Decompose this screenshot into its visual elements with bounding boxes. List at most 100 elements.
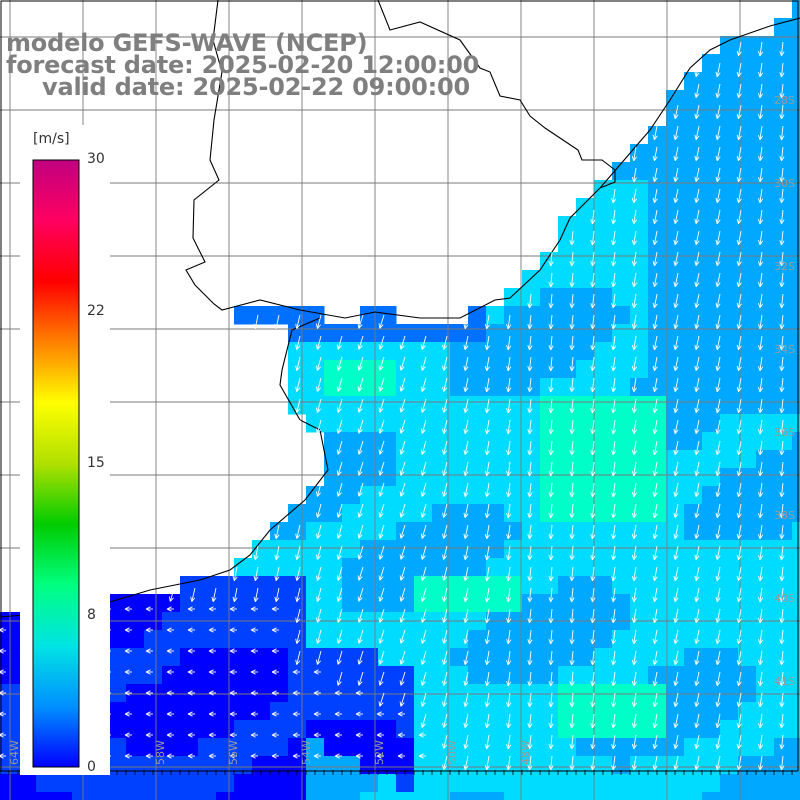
wind-cell — [90, 792, 109, 800]
wind-arrow — [652, 272, 658, 288]
wind-cell — [378, 738, 397, 757]
wind-cell — [306, 792, 325, 800]
wind-cell — [468, 432, 487, 451]
wind-cell — [468, 342, 487, 361]
wind-cell — [612, 468, 631, 487]
wind-cell — [648, 666, 667, 685]
wind-cell — [648, 342, 667, 361]
wind-cell — [234, 648, 253, 667]
wind-cell — [504, 558, 523, 577]
wind-cell — [756, 432, 775, 451]
wind-cell — [486, 720, 505, 739]
wind-cell — [702, 126, 721, 145]
wind-cell — [738, 486, 757, 505]
wind-arrow — [590, 251, 596, 267]
wind-cell — [180, 702, 199, 721]
wind-arrow — [736, 209, 742, 225]
wind-cell — [576, 342, 595, 361]
wind-cell — [576, 540, 595, 559]
wind-cell — [576, 666, 595, 685]
wind-cell — [738, 144, 757, 163]
wind-cell — [666, 216, 685, 235]
wind-cell — [360, 342, 379, 361]
wind-arrow — [631, 251, 637, 267]
wind-cell — [468, 738, 487, 757]
wind-cell — [612, 558, 631, 577]
wind-arrow — [569, 314, 575, 330]
wind-cell — [594, 450, 613, 469]
wind-cell — [414, 792, 433, 800]
colorbar-scale — [32, 159, 80, 768]
wind-cell — [108, 684, 127, 703]
wind-arrow — [590, 209, 596, 225]
wind-cell — [792, 684, 800, 703]
wind-cell — [720, 54, 739, 73]
wind-cell — [18, 774, 37, 793]
wind-cell — [396, 666, 415, 685]
wind-cell — [774, 198, 793, 217]
wind-cell — [162, 702, 181, 721]
wind-cell — [648, 414, 667, 433]
wind-cell — [774, 378, 793, 397]
wind-cell — [738, 180, 757, 199]
wind-cell — [324, 576, 343, 595]
wind-cell — [414, 522, 433, 541]
wind-cell — [342, 720, 361, 739]
wind-arrow — [694, 293, 700, 308]
wind-cell — [252, 738, 271, 757]
wind-cell — [594, 342, 613, 361]
wind-cell — [216, 684, 235, 703]
wind-cell — [360, 684, 379, 703]
wind-cell — [594, 576, 613, 595]
wind-cell — [108, 630, 127, 649]
wind-cell — [648, 738, 667, 757]
wind-cell — [720, 234, 739, 253]
wind-cell — [378, 702, 397, 721]
wind-cell — [18, 792, 37, 800]
wind-cell — [720, 594, 739, 613]
wind-cell — [612, 486, 631, 505]
wind-cell — [720, 288, 739, 307]
wind-cell — [432, 774, 451, 793]
wind-cell — [396, 540, 415, 559]
wind-cell — [252, 648, 271, 667]
wind-cell — [198, 774, 217, 793]
wind-arrow — [569, 272, 575, 288]
wind-cell — [252, 702, 271, 721]
wind-cell — [774, 594, 793, 613]
wind-cell — [774, 36, 793, 55]
wind-cell — [504, 774, 523, 793]
wind-cell — [612, 630, 631, 649]
wind-arrow — [527, 293, 533, 309]
wind-cell — [486, 342, 505, 361]
wind-cell — [792, 162, 800, 181]
wind-cell — [234, 594, 253, 613]
wind-cell — [486, 450, 505, 469]
wind-cell — [792, 504, 800, 523]
wind-arrow — [694, 104, 700, 119]
wind-cell — [0, 684, 19, 703]
wind-cell — [702, 450, 721, 469]
wind-cell — [180, 720, 199, 739]
wind-cell — [126, 774, 145, 793]
wind-cell — [540, 540, 559, 559]
wind-cell — [702, 396, 721, 415]
wind-cell — [234, 756, 253, 775]
wind-cell — [738, 648, 757, 667]
wind-cell — [144, 774, 163, 793]
wind-cell — [666, 684, 685, 703]
wind-cell — [594, 216, 613, 235]
wind-cell — [144, 702, 163, 721]
wind-cell — [486, 648, 505, 667]
wind-cell — [306, 486, 325, 505]
wind-cell — [468, 756, 487, 775]
wind-cell — [594, 396, 613, 415]
wind-arrow — [736, 251, 742, 267]
wind-cell — [414, 702, 433, 721]
wind-cell — [630, 756, 649, 775]
wind-cell — [630, 630, 649, 649]
wind-arrow — [715, 146, 721, 161]
wind-cell — [324, 504, 343, 523]
wind-cell — [450, 594, 469, 613]
